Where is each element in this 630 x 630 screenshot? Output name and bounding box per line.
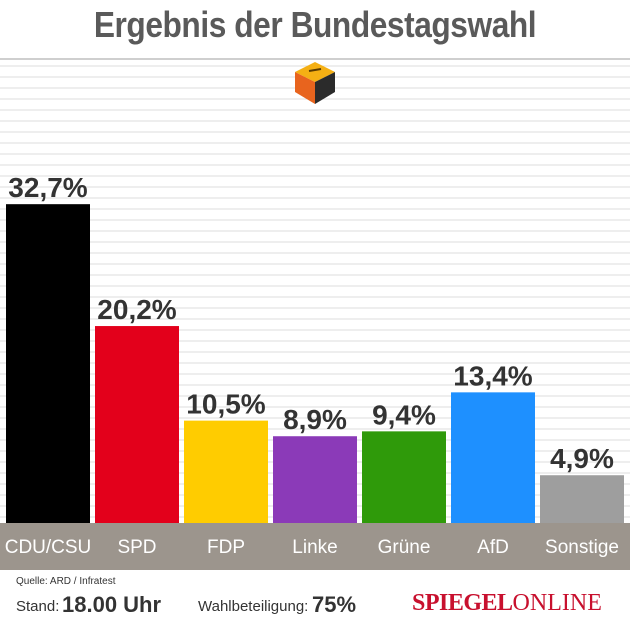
bar-value-label: 32,7%	[8, 172, 87, 203]
bar-cdu-csu	[6, 204, 90, 524]
chart-bars	[6, 204, 624, 524]
bar-value-label: 20,2%	[97, 294, 176, 325]
stand-value: 18.00 Uhr	[62, 592, 162, 617]
bar-fdp	[184, 420, 268, 523]
bar-value-label: 8,9%	[283, 404, 347, 435]
turnout-label: Wahlbeteiligung:	[198, 598, 309, 615]
category-label-band	[0, 523, 630, 570]
source-note: Quelle: ARD / Infratest	[16, 576, 116, 587]
category-label: AfD	[477, 537, 509, 558]
bar-value-label: 9,4%	[372, 399, 436, 430]
category-label: Grüne	[378, 537, 431, 558]
bar-linke	[273, 436, 357, 523]
bar-chart: 32,7% 20,2% 10,5% 8,9% 9,4% 13,4% 4,9% CDU/CSU…	[0, 62, 630, 570]
bar-spd	[95, 326, 179, 523]
bar-value-label: 10,5%	[186, 389, 265, 420]
category-label: CDU/CSU	[5, 537, 92, 558]
title-divider	[0, 58, 630, 60]
bar-value-label: 4,9%	[550, 443, 614, 474]
bar-afd	[451, 392, 535, 523]
bar-value-label: 13,4%	[453, 360, 532, 391]
chart-category-labels: CDU/CSU SPD FDP Linke Grüne AfD Sonstige	[5, 537, 619, 558]
chart-value-labels: 32,7% 20,2% 10,5% 8,9% 9,4% 13,4% 4,9%	[8, 172, 614, 474]
category-label: SPD	[117, 537, 156, 558]
stand-label: Stand:	[16, 598, 60, 615]
brand-spiegel: SPIEGEL	[412, 590, 513, 616]
category-label: Linke	[292, 537, 337, 558]
bar-gr-ne	[362, 431, 446, 523]
turnout-value: 75%	[312, 592, 357, 617]
category-label: Sonstige	[545, 537, 619, 558]
category-label: FDP	[207, 537, 245, 558]
bar-sonstige	[540, 475, 624, 523]
spiegel-online-logo[interactable]: SPIEGELONLINE	[412, 590, 602, 617]
brand-online: ONLINE	[512, 590, 602, 616]
chart-footer: Quelle: ARD / Infratest Stand: 18.00 Uhr…	[0, 570, 630, 630]
chart-title: Ergebnis der Bundestagswahl	[93, 4, 537, 45]
ballot-box-icon	[295, 62, 335, 104]
